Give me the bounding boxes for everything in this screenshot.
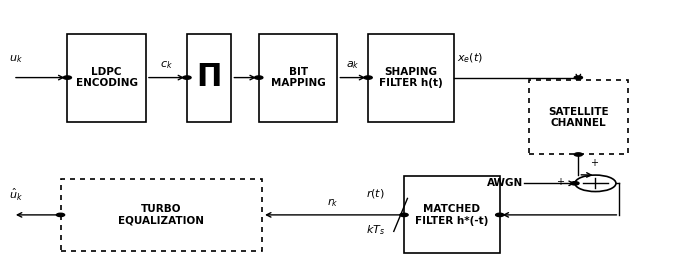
Text: $r(t)$: $r(t)$ <box>366 187 385 200</box>
Text: $x_e(t)$: $x_e(t)$ <box>457 52 483 65</box>
Circle shape <box>496 213 504 217</box>
Circle shape <box>400 213 408 217</box>
Text: $a_k$: $a_k$ <box>346 59 360 71</box>
Circle shape <box>63 76 71 79</box>
Text: +: + <box>556 177 564 187</box>
Text: $u_k$: $u_k$ <box>9 54 23 65</box>
Text: $r_k$: $r_k$ <box>327 196 339 209</box>
Text: $c_k$: $c_k$ <box>160 59 173 71</box>
Text: TURBO
EQUALIZATION: TURBO EQUALIZATION <box>119 204 204 226</box>
Circle shape <box>574 76 582 79</box>
Bar <box>404 176 500 253</box>
Circle shape <box>364 76 372 79</box>
Text: SATELLITE
CHANNEL: SATELLITE CHANNEL <box>548 107 609 128</box>
Circle shape <box>571 182 579 185</box>
Text: BIT
MAPPING: BIT MAPPING <box>271 67 325 88</box>
Text: $\hat{u}_k$: $\hat{u}_k$ <box>9 186 23 203</box>
Text: LDPC
ENCODING: LDPC ENCODING <box>75 67 138 88</box>
Bar <box>187 34 232 121</box>
Circle shape <box>183 76 191 79</box>
Text: +: + <box>590 158 598 168</box>
Text: AWGN: AWGN <box>488 178 523 188</box>
Circle shape <box>574 153 582 156</box>
Text: SHAPING
FILTER h(t): SHAPING FILTER h(t) <box>379 67 443 88</box>
Text: $kT_s$: $kT_s$ <box>366 223 385 237</box>
Circle shape <box>255 76 263 79</box>
Bar <box>60 179 262 251</box>
Circle shape <box>56 213 64 217</box>
Bar <box>368 34 453 121</box>
Bar <box>259 34 338 121</box>
Bar <box>529 80 628 155</box>
Text: MATCHED
FILTER h*(-t): MATCHED FILTER h*(-t) <box>415 204 488 226</box>
Bar <box>67 34 146 121</box>
Text: Π: Π <box>197 63 222 92</box>
